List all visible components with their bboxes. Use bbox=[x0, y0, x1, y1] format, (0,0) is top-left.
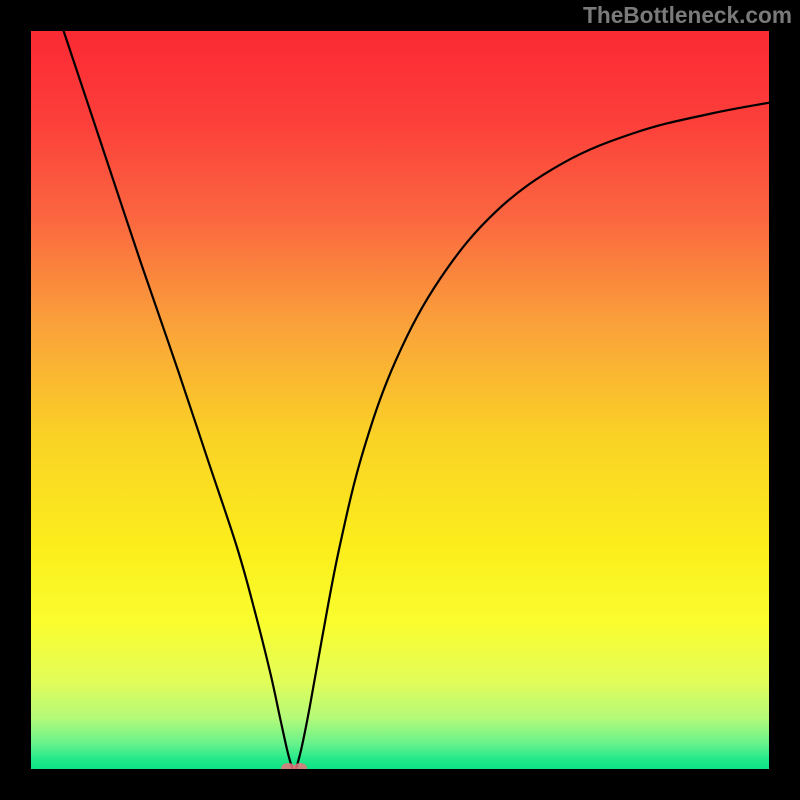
watermark-text: TheBottleneck.com bbox=[583, 2, 792, 29]
plot-background bbox=[30, 30, 770, 770]
bottleneck-chart bbox=[0, 0, 800, 800]
chart-container: TheBottleneck.com bbox=[0, 0, 800, 800]
dip-marker bbox=[281, 763, 295, 773]
dip-marker bbox=[293, 763, 307, 773]
